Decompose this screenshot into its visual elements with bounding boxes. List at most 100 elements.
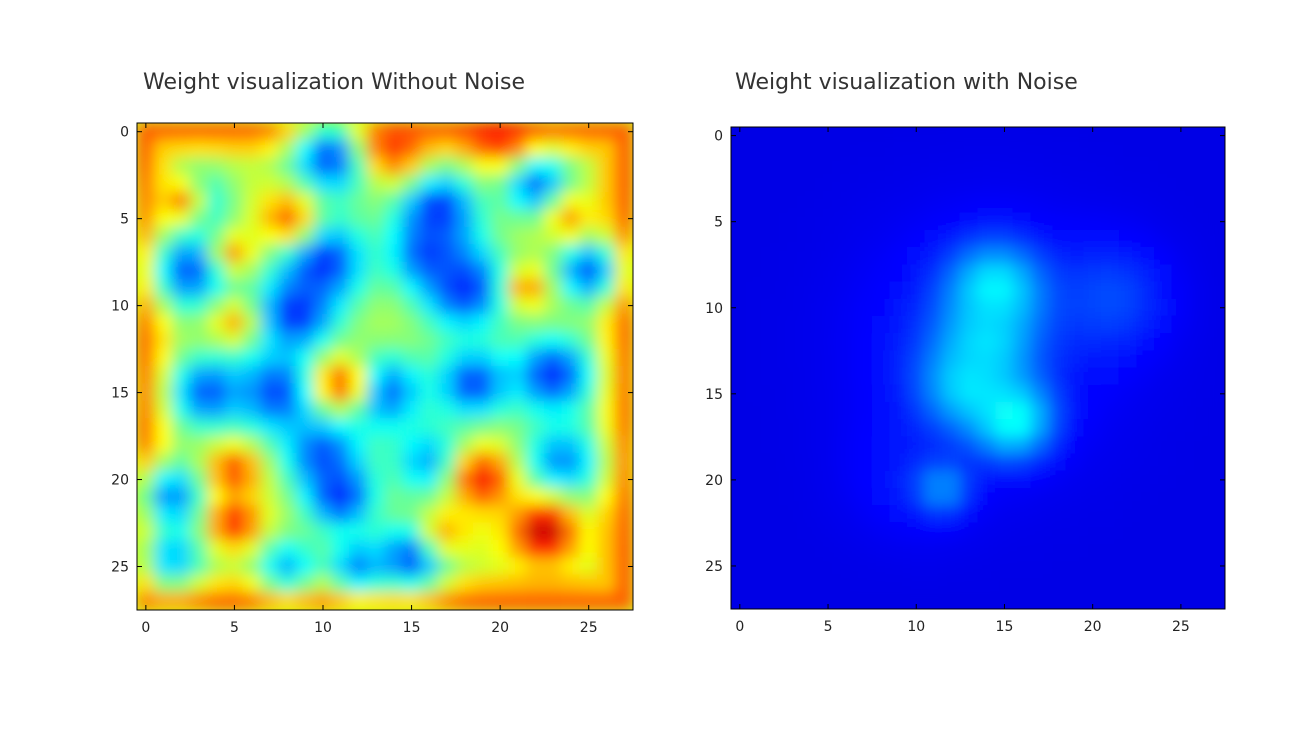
heatmap-cell: [1083, 350, 1102, 369]
heatmap-cell: [1101, 419, 1120, 438]
heatmap-cell: [313, 522, 333, 541]
heatmap-cell: [924, 298, 944, 317]
heatmap-cell: [455, 418, 475, 437]
heatmap-cell: [1171, 315, 1191, 335]
heatmap-cell: [437, 452, 457, 472]
heatmap-cell: [906, 401, 926, 421]
heatmap-cell: [419, 452, 439, 472]
heatmap-cell: [942, 505, 961, 524]
heatmap-cell: [455, 557, 475, 576]
heatmap-cell: [579, 279, 599, 298]
heatmap-cell: [871, 574, 891, 593]
heatmap-cell: [731, 488, 750, 507]
heatmap-cell: [889, 350, 908, 369]
heatmap-cell: [731, 195, 750, 214]
heatmap-cell: [783, 195, 803, 214]
x-tick-label: 10: [314, 620, 332, 636]
heatmap-cell: [189, 383, 209, 402]
heatmap-cell: [402, 400, 421, 420]
heatmap-cell: [1153, 384, 1173, 403]
heatmap-cell: [959, 401, 979, 421]
heatmap-cell: [959, 419, 979, 438]
heatmap-cell: [384, 331, 404, 350]
heatmap-cell: [207, 592, 227, 610]
heatmap-cell: [854, 574, 873, 593]
heatmap-cell: [508, 574, 528, 594]
heatmap-cell: [207, 123, 227, 141]
heatmap-cell: [1171, 419, 1191, 438]
heatmap-cell: [543, 505, 563, 524]
heatmap-cell: [189, 348, 209, 367]
heatmap-cell: [1118, 229, 1138, 248]
heatmap-cell: [579, 383, 599, 402]
heatmap-cell: [171, 192, 191, 211]
heatmap-cell: [402, 452, 421, 472]
heatmap-cell: [543, 452, 563, 472]
heatmap-cell: [154, 400, 173, 420]
heatmap-cell: [924, 419, 944, 438]
heatmap-cell: [278, 226, 297, 246]
heatmap-cell: [455, 487, 475, 507]
heatmap-cell: [366, 470, 386, 489]
heatmap-cell: [349, 209, 368, 228]
heatmap-cell: [561, 331, 581, 350]
heatmap-cell: [614, 244, 633, 263]
heatmap-cell: [260, 209, 280, 228]
heatmap-cell: [1048, 556, 1067, 576]
heatmap-cell: [331, 157, 351, 176]
heatmap-cell: [419, 226, 439, 246]
heatmap-cell: [171, 226, 191, 246]
heatmap-cell: [942, 436, 961, 455]
heatmap-cell: [924, 453, 944, 472]
heatmap-cell: [871, 160, 891, 180]
heatmap-cell: [313, 348, 333, 367]
heatmap-cell: [1083, 195, 1102, 214]
heatmap-cell: [801, 522, 820, 541]
heatmap-cell: [137, 435, 156, 454]
heatmap-cell: [1101, 401, 1120, 421]
heatmap-cell: [508, 192, 528, 211]
heatmap-cell: [189, 522, 209, 541]
heatmap-cell: [579, 174, 599, 194]
heatmap-cell: [995, 315, 1014, 335]
heatmap-cell: [731, 436, 750, 455]
heatmap-cell: [154, 244, 173, 263]
heatmap-cell: [1118, 143, 1138, 162]
heatmap-cell: [748, 574, 767, 593]
heatmap-cell: [225, 470, 244, 489]
heatmap-cell: [731, 419, 750, 438]
heatmap-cell: [854, 367, 873, 386]
heatmap-cell: [260, 470, 280, 489]
heatmap-cell: [295, 331, 315, 350]
heatmap-cell: [765, 539, 785, 558]
heatmap-cell: [995, 522, 1014, 541]
heatmap-cell: [614, 226, 633, 246]
heatmap-cell: [349, 400, 368, 420]
heatmap-cell: [801, 419, 820, 438]
heatmap-cell: [854, 539, 873, 558]
heatmap-cell: [995, 367, 1014, 386]
heatmap-cell: [597, 592, 616, 610]
heatmap-cell: [1153, 143, 1173, 162]
heatmap-cell: [225, 139, 244, 159]
heatmap-cell: [278, 383, 297, 402]
heatmap-cell: [871, 556, 891, 576]
heatmap-cell: [331, 244, 351, 263]
heatmap-cell: [526, 139, 545, 159]
heatmap-cell: [313, 139, 333, 159]
heatmap-cell: [171, 296, 191, 315]
heatmap-cell: [473, 383, 492, 402]
heatmap-cell: [614, 192, 633, 211]
heatmap-cell: [490, 366, 510, 385]
heatmap-cell: [906, 229, 926, 248]
heatmap-cell: [189, 366, 209, 385]
heatmap-cell: [473, 157, 492, 176]
heatmap-cell: [207, 244, 227, 263]
heatmap-cell: [942, 470, 961, 489]
heatmap-cell: [818, 264, 838, 283]
heatmap-cell: [597, 279, 616, 298]
heatmap-cell: [783, 247, 803, 266]
heatmap-cell: [561, 557, 581, 576]
heatmap-cell: [490, 470, 510, 489]
x-tick-label: 5: [230, 620, 239, 636]
